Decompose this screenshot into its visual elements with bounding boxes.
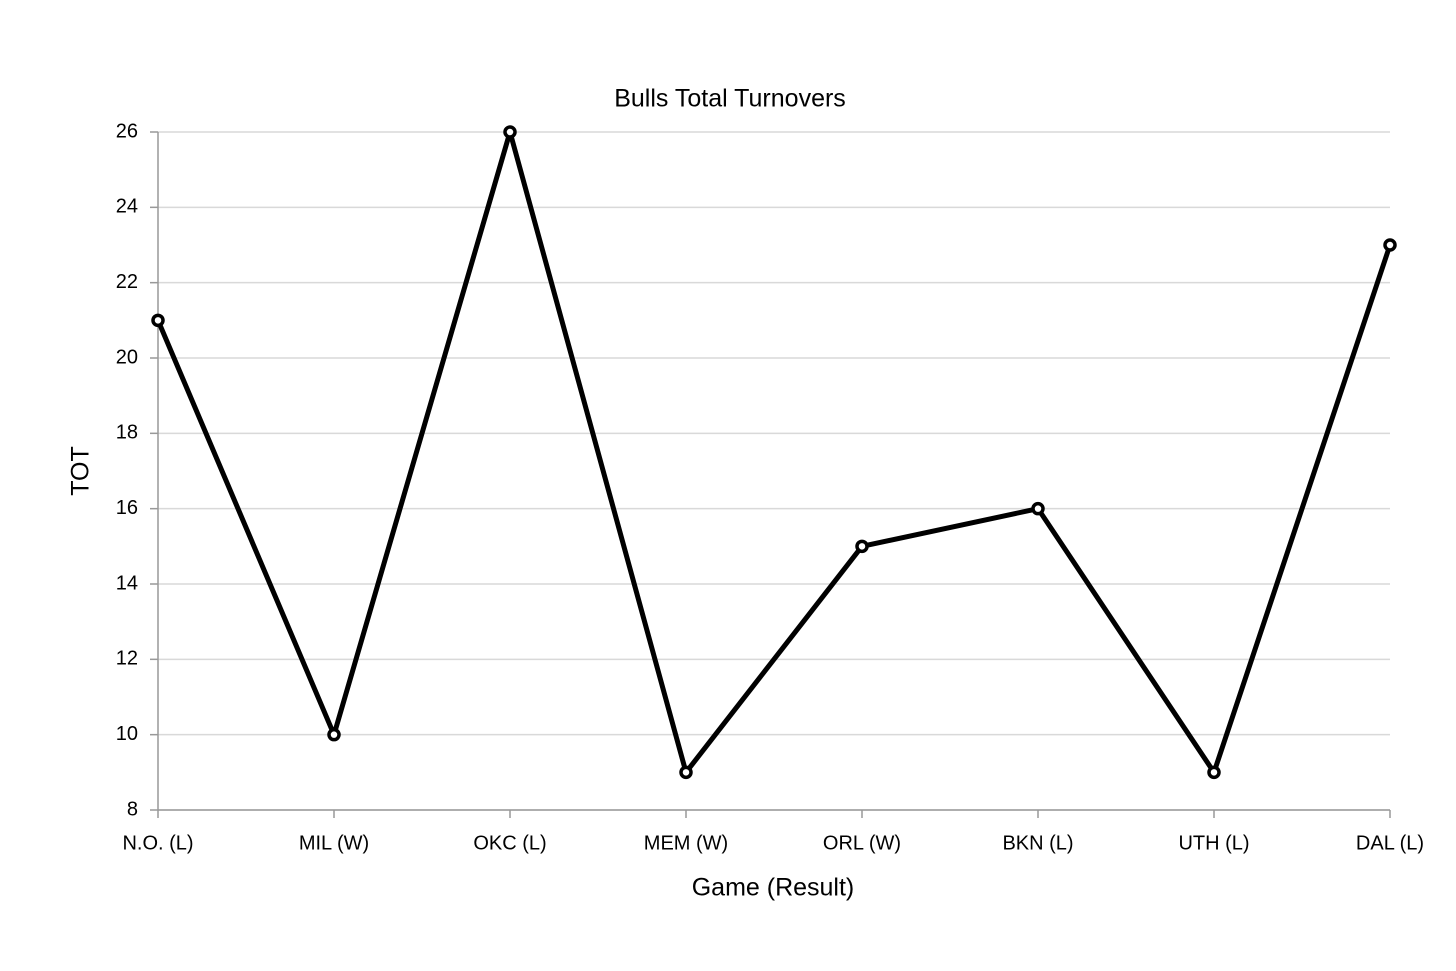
x-axis-title: Game (Result) [692, 874, 855, 902]
y-tick-label: 8 [127, 798, 138, 820]
y-tick-label: 12 [116, 648, 138, 670]
y-tick-label: 16 [116, 497, 138, 519]
y-tick-label: 20 [116, 346, 138, 368]
point [855, 539, 869, 554]
point [503, 125, 517, 139]
x-tick-label: MIL (W) [299, 832, 369, 854]
point [327, 727, 341, 742]
y-tick-label: 24 [116, 196, 138, 218]
x-tick-label: BKN (L) [1002, 832, 1073, 854]
x-tick-label: UTH (L) [1178, 832, 1249, 854]
chart-title: Bulls Total Turnovers [614, 85, 846, 113]
point [1031, 501, 1045, 516]
point [679, 765, 693, 780]
point [1383, 238, 1397, 252]
y-tick-label: 18 [116, 422, 138, 444]
x-tick-label: MEM (W) [644, 832, 728, 854]
series-line [155, 129, 1393, 775]
y-tick-label: 14 [116, 572, 138, 594]
x-tick-label: OKC (L) [473, 832, 546, 854]
x-tick-label: DAL (L) [1356, 832, 1424, 854]
x-tick-label: ORL (W) [823, 832, 901, 854]
y-tick-label: 10 [116, 723, 138, 745]
x-tick-label: N.O. (L) [122, 832, 193, 854]
y-axis-title: TOT [67, 446, 95, 496]
y-tick-label: 22 [116, 271, 138, 293]
y-tick-label: 26 [116, 120, 138, 142]
point [1207, 765, 1221, 780]
point [151, 313, 165, 328]
